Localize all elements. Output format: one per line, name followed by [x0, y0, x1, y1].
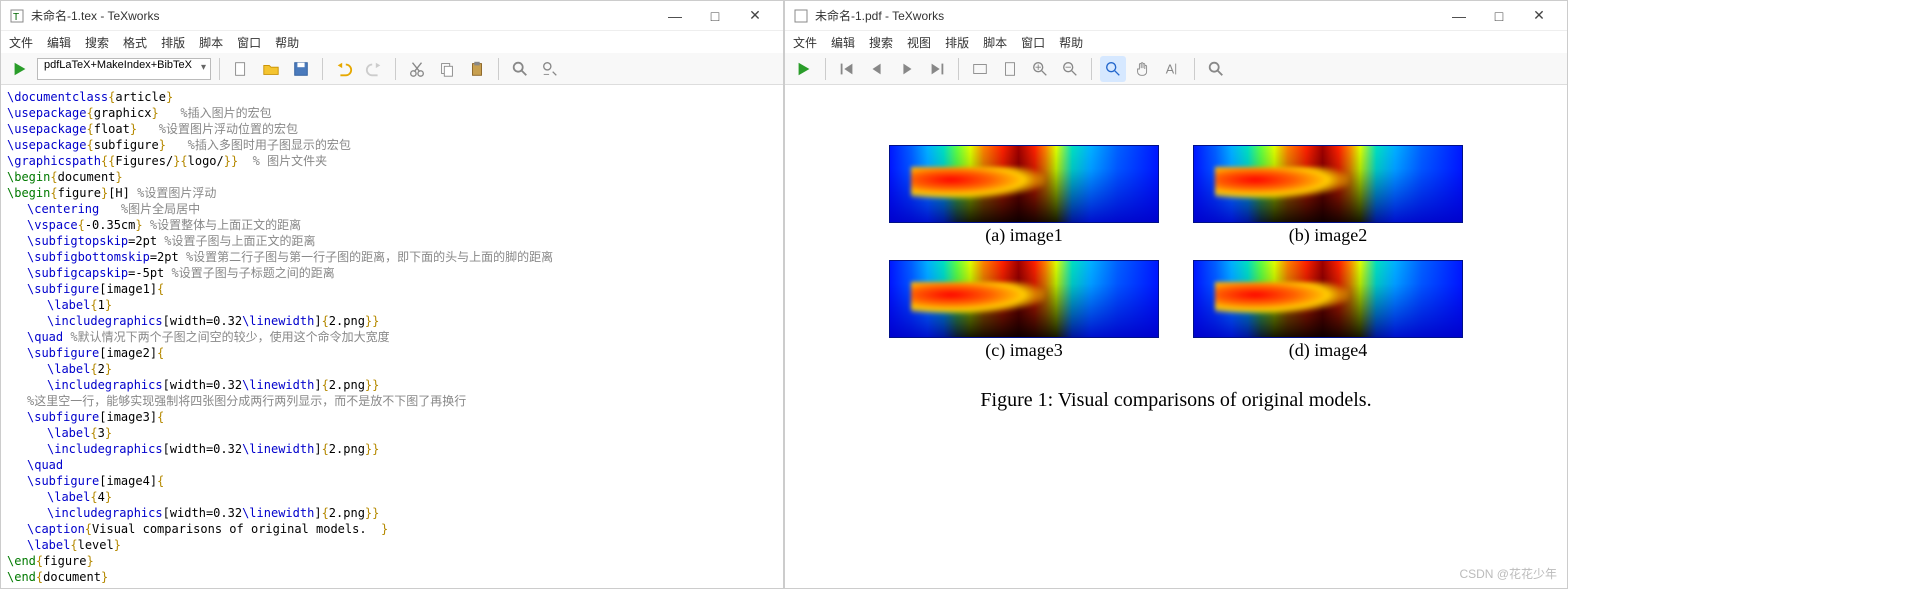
replace-button[interactable] [537, 56, 563, 82]
next-page-button[interactable] [894, 56, 920, 82]
preview-title: 未命名-1.pdf - TeXworks [815, 7, 1439, 24]
heatmap-image [889, 260, 1159, 338]
close-button[interactable]: ✕ [1519, 2, 1559, 30]
editor-window: T 未命名-1.tex - TeXworks — □ ✕ 文件编辑搜索格式排版脚… [0, 0, 784, 589]
subfig-caption: (b) image2 [1289, 225, 1367, 246]
menu-item[interactable]: 窗口 [237, 34, 261, 51]
editor-menubar: 文件编辑搜索格式排版脚本窗口帮助 [1, 31, 783, 53]
fit-width-button[interactable] [967, 56, 993, 82]
compile-mode-select[interactable]: pdfLaTeX+MakeIndex+BibTeX [37, 58, 211, 80]
menu-item[interactable]: 编辑 [831, 34, 855, 51]
minimize-button[interactable]: — [655, 2, 695, 30]
code-editor[interactable]: \documentclass{article}\usepackage{graph… [1, 85, 783, 588]
svg-text:A: A [1166, 62, 1175, 76]
watermark-text: CSDN @花花少年 [1459, 565, 1557, 582]
heatmap-image [1193, 260, 1463, 338]
compile-button[interactable] [791, 56, 817, 82]
preview-toolbar: A [785, 53, 1567, 85]
zoom-in-button[interactable] [1027, 56, 1053, 82]
maximize-button[interactable]: □ [1479, 2, 1519, 30]
menu-item[interactable]: 帮助 [275, 34, 299, 51]
pdf-icon [793, 8, 809, 24]
menu-item[interactable]: 格式 [123, 34, 147, 51]
menu-item[interactable]: 文件 [9, 34, 33, 51]
menu-item[interactable]: 搜索 [869, 34, 893, 51]
save-button[interactable] [288, 56, 314, 82]
text-select-button[interactable]: A [1160, 56, 1186, 82]
maximize-button[interactable]: □ [695, 2, 735, 30]
first-page-button[interactable] [834, 56, 860, 82]
last-page-button[interactable] [924, 56, 950, 82]
open-file-button[interactable] [258, 56, 284, 82]
search-button[interactable] [507, 56, 533, 82]
minimize-button[interactable]: — [1439, 2, 1479, 30]
preview-menubar: 文件编辑搜索视图排版脚本窗口帮助 [785, 31, 1567, 53]
menu-item[interactable]: 窗口 [1021, 34, 1045, 51]
copy-button[interactable] [434, 56, 460, 82]
menu-item[interactable]: 排版 [945, 34, 969, 51]
svg-text:T: T [13, 12, 19, 23]
pdf-preview-area[interactable]: (a) image1 (b) image2 (c) image3 (d) ima… [785, 85, 1567, 588]
menu-item[interactable]: 视图 [907, 34, 931, 51]
zoom-out-button[interactable] [1057, 56, 1083, 82]
new-file-button[interactable] [228, 56, 254, 82]
editor-titlebar: T 未命名-1.tex - TeXworks — □ ✕ [1, 1, 783, 31]
preview-window: 未命名-1.pdf - TeXworks — □ ✕ 文件编辑搜索视图排版脚本窗… [784, 0, 1568, 589]
paste-button[interactable] [464, 56, 490, 82]
preview-titlebar: 未命名-1.pdf - TeXworks — □ ✕ [785, 1, 1567, 31]
app-icon: T [9, 8, 25, 24]
menu-item[interactable]: 脚本 [983, 34, 1007, 51]
heatmap-image [889, 145, 1159, 223]
menu-item[interactable]: 编辑 [47, 34, 71, 51]
subfig-caption: (d) image4 [1289, 340, 1367, 361]
menu-item[interactable]: 搜索 [85, 34, 109, 51]
heatmap-image [1193, 145, 1463, 223]
magnify-tool-button[interactable] [1100, 56, 1126, 82]
pdf-page: (a) image1 (b) image2 (c) image3 (d) ima… [856, 145, 1496, 412]
subfigure-d: (d) image4 [1193, 260, 1463, 361]
hand-tool-button[interactable] [1130, 56, 1156, 82]
menu-item[interactable]: 排版 [161, 34, 185, 51]
figure-caption: Figure 1: Visual comparisons of original… [856, 389, 1496, 412]
editor-title: 未命名-1.tex - TeXworks [31, 7, 655, 24]
fit-page-button[interactable] [997, 56, 1023, 82]
cut-button[interactable] [404, 56, 430, 82]
subfigure-b: (b) image2 [1193, 145, 1463, 246]
redo-button[interactable] [361, 56, 387, 82]
undo-button[interactable] [331, 56, 357, 82]
subfigure-a: (a) image1 [889, 145, 1159, 246]
search-pdf-button[interactable] [1203, 56, 1229, 82]
subfig-caption: (a) image1 [985, 225, 1062, 246]
compile-button[interactable] [7, 56, 33, 82]
menu-item[interactable]: 脚本 [199, 34, 223, 51]
menu-item[interactable]: 文件 [793, 34, 817, 51]
editor-toolbar: pdfLaTeX+MakeIndex+BibTeX [1, 53, 783, 85]
prev-page-button[interactable] [864, 56, 890, 82]
close-button[interactable]: ✕ [735, 2, 775, 30]
subfig-caption: (c) image3 [985, 340, 1062, 361]
subfigure-c: (c) image3 [889, 260, 1159, 361]
menu-item[interactable]: 帮助 [1059, 34, 1083, 51]
